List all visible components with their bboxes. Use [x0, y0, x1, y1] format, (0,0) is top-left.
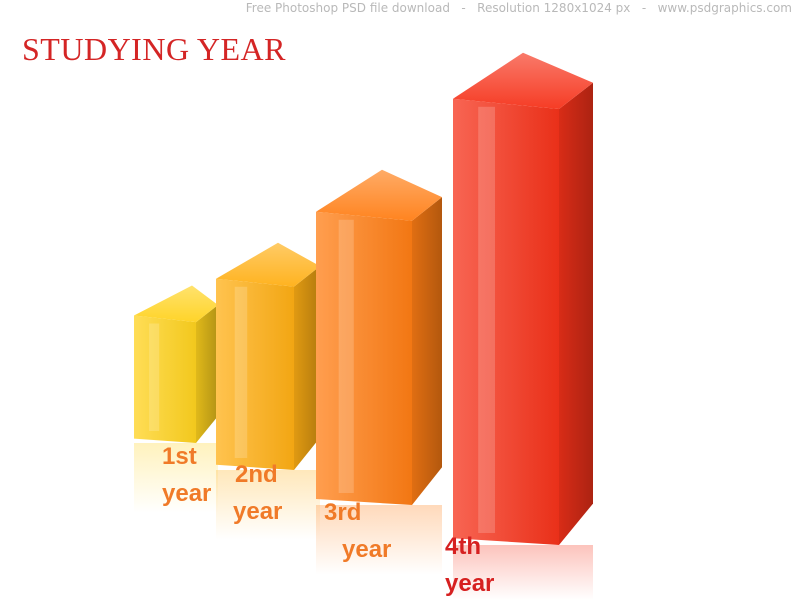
- bar-reflections: [134, 443, 593, 600]
- bar-side-face-3: [412, 197, 442, 505]
- bar-4: [453, 52, 593, 546]
- category-label-3-line-2: year: [342, 536, 392, 563]
- bar-highlight-3: [338, 219, 354, 494]
- bar-front-face-4: [453, 98, 559, 546]
- bar-top-face-1: [134, 285, 218, 323]
- bar-top-face-2: [216, 242, 320, 287]
- bar-reflection-2: [216, 470, 320, 540]
- bar-top-face-3: [316, 169, 442, 221]
- bar-side-face-1: [196, 305, 218, 443]
- bar-3: [316, 169, 442, 506]
- bar-highlight-2: [234, 286, 248, 458]
- bar-highlight-1: [149, 323, 160, 431]
- bars-group: [134, 52, 593, 546]
- category-label-1-line-2: year: [162, 480, 212, 507]
- bar-front-face-2: [216, 278, 294, 470]
- chart-title: STUDYING YEAR: [22, 31, 286, 67]
- bar-front-face-3: [316, 211, 412, 506]
- bar-reflection-1: [134, 443, 218, 513]
- bar-side-face-4: [559, 82, 593, 545]
- category-label-4-line-1: 4th: [445, 533, 481, 560]
- bar-highlight-4: [478, 106, 495, 534]
- bar-side-face-2: [294, 266, 320, 470]
- category-label-3-line-1: 3rd: [324, 499, 362, 526]
- bar-reflection-4: [453, 545, 593, 600]
- category-label-2-line-2: year: [233, 498, 283, 525]
- category-label-2-line-1: 2nd: [235, 461, 278, 488]
- watermark: Free Photoshop PSD file download - Resol…: [245, 1, 792, 15]
- bar-reflection-3: [316, 505, 442, 575]
- bar-1: [134, 285, 218, 443]
- bar-top-face-4: [453, 52, 593, 109]
- category-label-4-line-2: year: [445, 570, 495, 597]
- bar-front-face-1: [134, 315, 196, 443]
- bar-2: [216, 242, 320, 470]
- category-label-1-line-1: 1st: [162, 443, 197, 470]
